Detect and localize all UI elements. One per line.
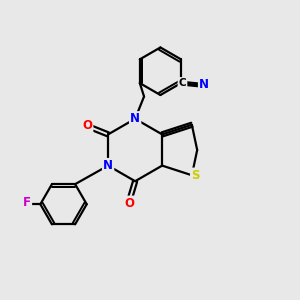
Text: O: O [82,119,92,132]
Text: O: O [124,197,135,210]
Text: C: C [179,78,186,88]
Text: S: S [191,169,200,182]
Text: N: N [103,159,113,172]
Text: N: N [130,112,140,125]
Text: F: F [23,196,31,209]
Text: N: N [199,78,209,92]
